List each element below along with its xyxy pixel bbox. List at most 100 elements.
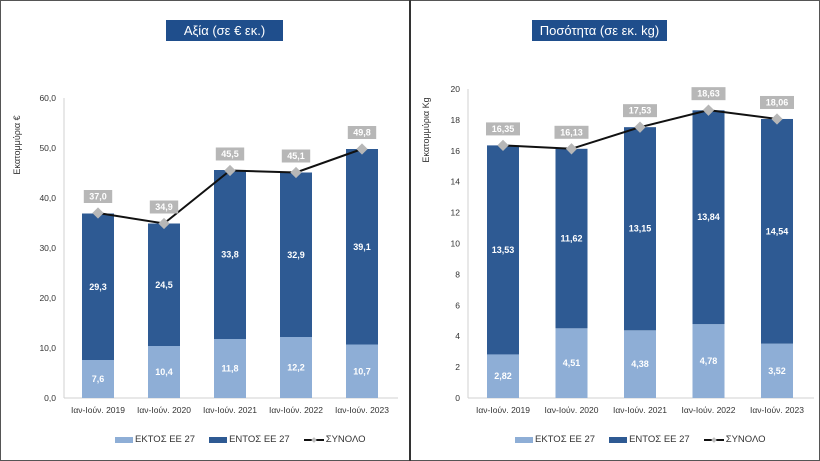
data-label-outside-eu: 12,2 [287,363,305,373]
panel-divider [409,0,411,461]
y-tick-label: 60,0 [39,93,56,103]
x-tick-label: Ιαν-Ιούν. 2020 [137,405,191,415]
total-label-box [623,104,657,118]
y-tick-label: 10 [451,239,461,249]
bar-outside-eu [761,343,793,398]
data-label-total: 49,8 [353,128,371,138]
total-label-box [760,95,794,109]
bar-inside-eu [624,127,656,331]
data-label-total: 16,35 [492,124,515,134]
legend-line-marker-icon [303,437,324,443]
total-label-box [347,126,377,139]
legend-item-total: ΣΥΝΟΛΟ [703,434,766,445]
legend-label: ΕΝΤΟΣ ΕΕ 27 [629,434,690,445]
bar-inside-eu [82,213,114,360]
data-label-inside-eu: 14,54 [766,226,789,236]
bar-outside-eu [555,328,588,398]
legend-item-total: ΣΥΝΟΛΟ [303,434,366,445]
bar-inside-eu [692,110,725,325]
x-tick-label: Ιαν-Ιούν. 2021 [613,405,667,415]
y-tick-label: 0 [455,393,460,403]
total-label-box [149,200,179,214]
legend-swatch-outside-eu [515,436,533,443]
total-label-box [281,149,311,163]
data-label-total: 18,06 [766,97,789,107]
data-label-outside-eu: 4,51 [563,358,581,368]
data-label-total: 34,9 [155,202,173,212]
legend-item-outside-eu: ΕΚΤΟΣ ΕΕ 27 [515,434,595,445]
data-label-inside-eu: 13,53 [492,245,515,255]
legend-label: ΣΥΝΟΛΟ [725,434,766,445]
bar-inside-eu [555,148,588,329]
total-marker [356,143,368,155]
bar-inside-eu [214,170,246,339]
bar-inside-eu [148,223,180,346]
x-tick-label: Ιαν-Ιούν. 2021 [203,405,257,415]
data-label-total: 45,1 [287,151,305,161]
y-tick-label: 20 [451,84,461,94]
y-tick-label: 14 [451,177,461,187]
value-chart: 0,0 10,0 20,0 30,0 40,0 50,0 60,0 Εκατομμύρια €… [12,93,398,415]
y-tick-label: 0,0 [44,393,56,403]
y-tick-label: 30,0 [39,243,56,253]
legend-item-inside-eu: ΕΝΤΟΣ ΕΕ 27 [209,434,290,445]
total-label-box [554,125,589,139]
y-tick-label: 20,0 [39,293,56,303]
x-tick-label: Ιαν-Ιούν. 2019 [71,405,125,415]
data-label-total: 16,13 [560,127,583,137]
data-label-outside-eu: 4,78 [700,356,718,366]
data-label-outside-eu: 4,38 [631,359,649,369]
data-label-outside-eu: 7,6 [92,374,105,384]
x-tick-label: Ιαν-Ιούν. 2022 [269,405,323,415]
data-label-total: 18,63 [697,89,720,99]
bar-outside-eu [148,346,180,398]
total-marker [224,164,236,177]
value-chart-legend: ΕΚΤΟΣ ΕΕ 27 ΕΝΤΟΣ ΕΕ 27 ΣΥΝΟΛΟ [115,434,380,445]
data-label-total: 45,5 [221,149,239,159]
x-tick-label: Ιαν-Ιούν. 2019 [476,405,530,415]
value-chart-title: Αξία (σε € εκ.) [166,20,283,41]
y-axis-title: Εκατομμύρια € [12,115,22,174]
total-label-box [83,190,113,203]
total-label-box [486,122,520,136]
data-label-inside-eu: 32,9 [287,250,305,260]
data-label-inside-eu: 13,84 [697,212,720,222]
data-label-total: 37,0 [89,192,107,202]
y-tick-label: 10,0 [39,343,56,353]
bar-inside-eu [280,172,312,337]
y-tick-label: 2 [455,362,460,372]
data-label-inside-eu: 29,3 [89,282,107,292]
legend-swatch-outside-eu [115,436,133,443]
y-axis-title: Εκατομμύρια Kg [421,97,431,162]
quantity-chart-title: Ποσότητα (σε εκ. kg) [532,20,667,41]
legend-item-outside-eu: ΕΚΤΟΣ ΕΕ 27 [115,434,195,445]
x-tick-label: Ιαν-Ιούν. 2023 [750,405,804,415]
y-tick-label: 40,0 [39,193,56,203]
y-tick-label: 50,0 [39,143,56,153]
data-label-inside-eu: 33,8 [221,250,239,260]
total-marker [290,166,302,179]
y-tick-label: 8 [455,269,460,279]
data-label-outside-eu: 11,8 [221,364,238,374]
total-marker [565,143,578,155]
legend-label: ΕΝΤΟΣ ΕΕ 27 [229,434,290,445]
bar-outside-eu [624,330,656,398]
y-tick-label: 6 [455,300,460,310]
x-tick-label: Ιαν-Ιούν. 2022 [682,405,736,415]
bar-outside-eu [82,360,114,398]
data-label-outside-eu: 3,52 [768,366,786,376]
total-label-box [215,147,245,161]
y-tick-label: 4 [455,331,460,341]
data-label-outside-eu: 2,82 [494,371,512,381]
data-label-outside-eu: 10,4 [155,367,173,377]
bar-outside-eu [280,337,312,398]
bar-inside-eu [761,118,793,344]
legend-label: ΣΥΝΟΛΟ [325,434,366,445]
bar-outside-eu [692,324,725,398]
bar-outside-eu [346,344,378,398]
bar-inside-eu [346,149,378,345]
data-label-total: 17,53 [629,106,652,116]
value-chart-panel: Αξία (σε € εκ.) 0,0 10,0 20,0 30,0 40,0 50,0 6… [0,0,409,461]
quantity-chart-panel: Ποσότητα (σε εκ. kg) 0 2 4 6 8 10 12 14 16 18 20 Εκ… [411,0,820,461]
legend-item-inside-eu: ΕΝΤΟΣ ΕΕ 27 [609,434,690,445]
